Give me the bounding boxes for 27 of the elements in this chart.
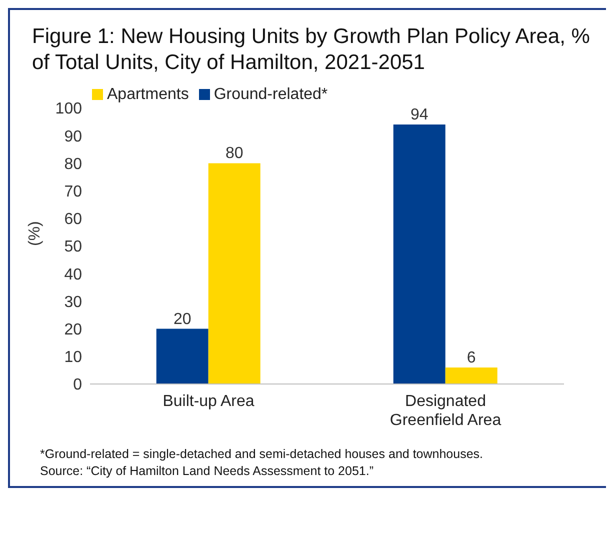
data-label: 80 — [225, 145, 244, 162]
data-label: 94 — [410, 106, 428, 124]
legend-label: Ground-related* — [214, 86, 328, 103]
y-tick-label: 50 — [64, 238, 82, 256]
x-tick-label: Built-up Area — [162, 393, 254, 410]
y-tick-label: 30 — [64, 294, 82, 311]
y-tick-label: 100 — [55, 100, 82, 118]
bar — [445, 367, 498, 384]
text: *Ground-related = single-detached and semi-detached houses and townhouses. — [40, 446, 484, 463]
bar — [208, 163, 260, 384]
y-tick-label: 60 — [64, 211, 82, 228]
y-tick-label: 80 — [64, 156, 82, 173]
y-tick-label: 0 — [73, 376, 82, 394]
bar — [156, 328, 208, 384]
y-tick-label: 40 — [64, 266, 82, 284]
y-tick-label: 10 — [64, 349, 82, 366]
y-tick-label: 90 — [64, 128, 82, 146]
source-note: Source: “City of Hamilton Land Needs Assessment to 2051.” — [40, 463, 374, 480]
y-tick-label: 20 — [64, 321, 82, 338]
y-tick-label: 70 — [64, 183, 82, 200]
data-label: 20 — [173, 310, 192, 328]
bar — [393, 124, 446, 384]
y-axis-title: (%) — [26, 221, 44, 246]
x-tick-label: Designated Greenfield Area — [390, 393, 502, 429]
data-label: 6 — [466, 349, 476, 366]
chart-title: Figure 1: New Housing Units by Growth Plan Policy Area, % of Total Units, City of Hamilton, 2021-2051 — [31, 24, 591, 76]
legend-label: Apartments — [107, 86, 189, 103]
